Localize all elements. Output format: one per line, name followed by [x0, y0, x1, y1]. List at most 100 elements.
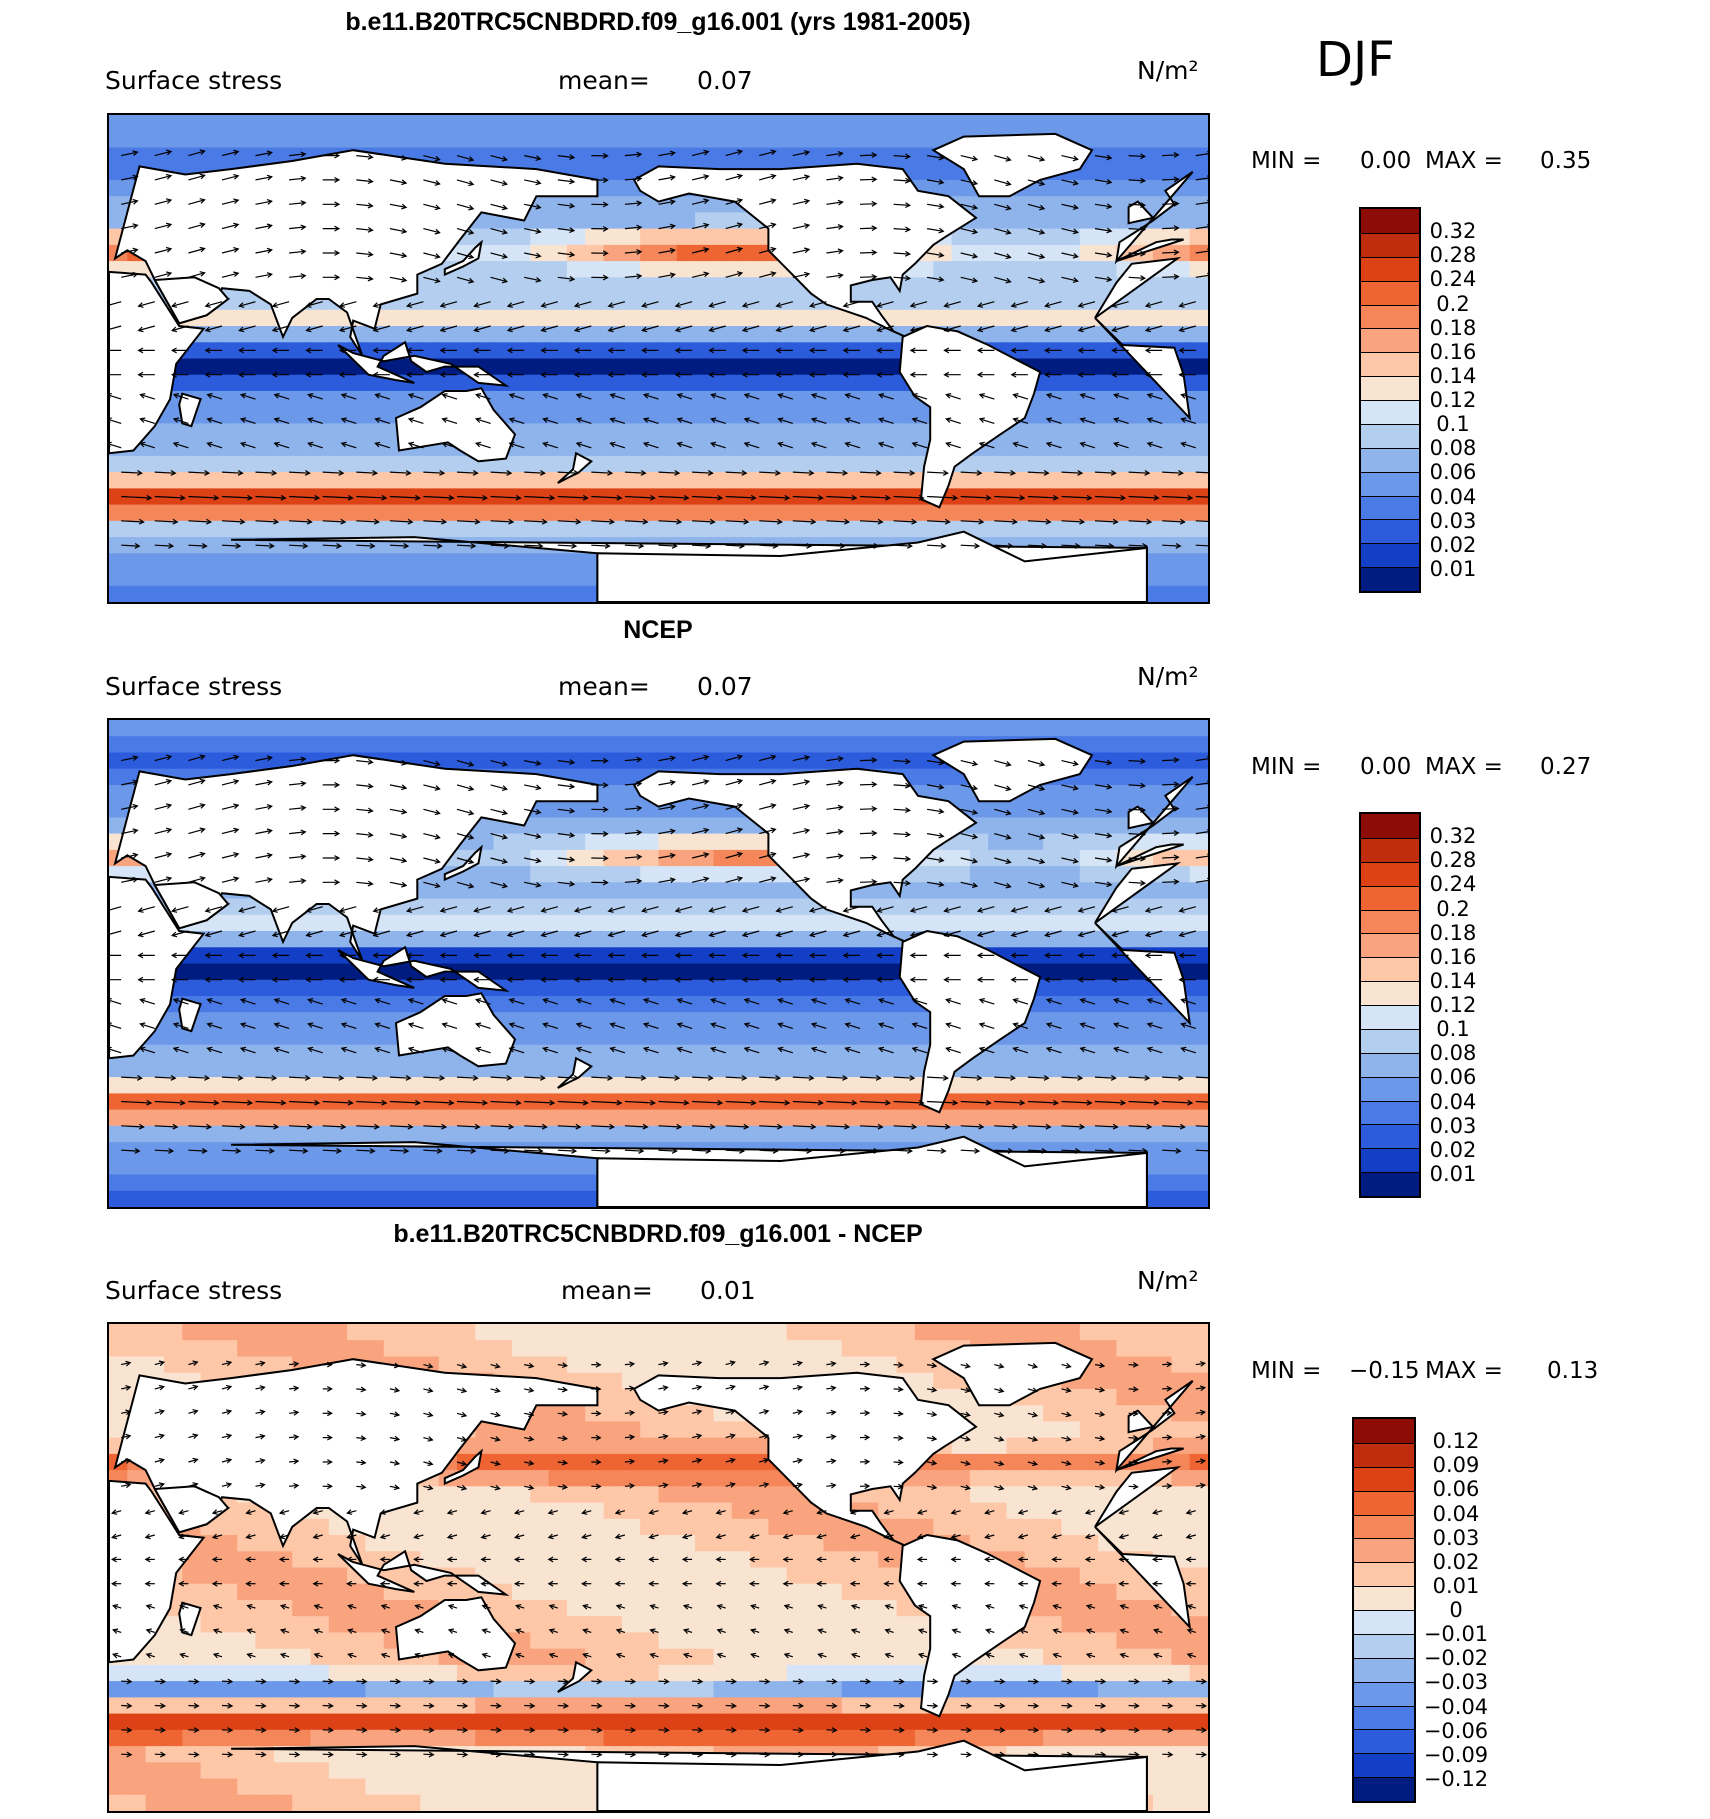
- field-cell: [457, 1060, 476, 1078]
- vector-head: [703, 222, 710, 229]
- field-cell: [1024, 947, 1044, 965]
- vector-head: [938, 227, 945, 234]
- field-cell: [530, 131, 550, 148]
- vector-shaft: [1027, 179, 1045, 185]
- continent-outline: [898, 324, 1042, 509]
- field-cell: [969, 1093, 989, 1111]
- field-cell: [420, 947, 440, 965]
- field-cell: [1171, 801, 1191, 818]
- field-cell: [1079, 979, 1099, 997]
- field-cell: [676, 963, 696, 981]
- field-cell: [1043, 1028, 1062, 1046]
- vector-shaft: [893, 495, 924, 499]
- vector-head: [602, 806, 609, 813]
- vector-head: [772, 542, 779, 549]
- field-cell: [1006, 898, 1026, 916]
- vector-head: [434, 228, 441, 235]
- vector-head: [441, 441, 448, 448]
- vector-shaft: [423, 228, 440, 234]
- field-cell: [182, 1109, 202, 1127]
- vector-head: [837, 756, 844, 762]
- field-cell: [695, 898, 714, 916]
- vector-head: [844, 518, 851, 525]
- field-cell: [237, 963, 257, 981]
- vector-shaft: [375, 394, 391, 400]
- field-cell: [457, 947, 476, 965]
- vector-head: [340, 417, 347, 423]
- field-cell: [713, 833, 733, 851]
- field-cell: [805, 1060, 824, 1078]
- vector-head: [708, 326, 715, 333]
- colorbar-box: [1361, 256, 1419, 281]
- field-cell: [658, 963, 678, 981]
- vector-head: [877, 518, 884, 525]
- field-cell: [1134, 309, 1154, 327]
- vector-shaft: [121, 471, 142, 474]
- vector-head: [179, 494, 186, 501]
- field-cell: [768, 996, 788, 1013]
- vector-shaft: [692, 471, 713, 474]
- panel-1-title: b.e11.B20TRC5CNBDRD.f09_g16.001 (yrs 198…: [345, 8, 971, 36]
- vector-shaft: [221, 248, 239, 254]
- field-cell: [713, 488, 733, 506]
- field-cell: [878, 358, 898, 376]
- field-cell: [786, 1012, 806, 1029]
- vector-head: [978, 441, 985, 448]
- field-cell: [512, 520, 531, 538]
- field-cell: [1153, 407, 1172, 424]
- vector-shaft: [524, 495, 555, 499]
- field-cell: [273, 455, 293, 473]
- field-cell: [273, 569, 293, 587]
- field-cell: [182, 1060, 202, 1078]
- field-cell: [347, 520, 366, 538]
- vector-shaft: [557, 520, 581, 523]
- field-cell: [1189, 1109, 1208, 1127]
- field-cell: [164, 1142, 183, 1159]
- field-cell: [823, 147, 843, 165]
- field-cell: [1079, 261, 1099, 278]
- field-cell: [969, 720, 989, 737]
- field-cell: [457, 1125, 476, 1143]
- field-cell: [457, 1077, 476, 1094]
- vector-shaft: [389, 495, 420, 499]
- field-cell: [218, 131, 238, 148]
- field-cell: [145, 115, 165, 132]
- vector-head: [602, 274, 609, 281]
- vector-head: [201, 542, 208, 549]
- field-cell: [1189, 374, 1208, 392]
- field-cell: [1098, 1012, 1117, 1029]
- field-cell: [1116, 752, 1136, 770]
- field-cell: [695, 1044, 714, 1062]
- vector-shaft: [456, 203, 474, 210]
- field-cell: [933, 1109, 953, 1127]
- vector-shaft: [912, 442, 928, 449]
- field-cell: [640, 1093, 660, 1111]
- field-cell: [420, 520, 440, 538]
- vector-shaft: [172, 325, 189, 332]
- vector-shaft: [188, 544, 207, 547]
- field-cell: [988, 472, 1008, 489]
- field-cell: [676, 1077, 696, 1094]
- field-cell: [914, 768, 934, 786]
- vector-head: [876, 347, 883, 354]
- field-cell: [383, 569, 403, 587]
- vector-head: [1180, 393, 1187, 399]
- vector-head: [669, 755, 676, 762]
- vector-shaft: [1094, 228, 1112, 232]
- field-cell: [292, 439, 312, 457]
- field-cell: [640, 1028, 660, 1046]
- vector-shaft: [154, 804, 172, 810]
- field-cell: [493, 293, 513, 311]
- field-cell: [365, 1028, 385, 1046]
- vector-head: [405, 347, 412, 354]
- vector-head: [401, 228, 408, 234]
- field-cell: [273, 1174, 293, 1192]
- field-cell: [347, 1174, 366, 1192]
- vector-head: [1041, 542, 1048, 549]
- vector-head: [1077, 302, 1084, 308]
- field-cell: [292, 504, 312, 522]
- field-cell: [420, 115, 440, 132]
- field-cell: [695, 342, 714, 360]
- field-cell: [860, 1044, 879, 1062]
- field-cell: [328, 569, 348, 587]
